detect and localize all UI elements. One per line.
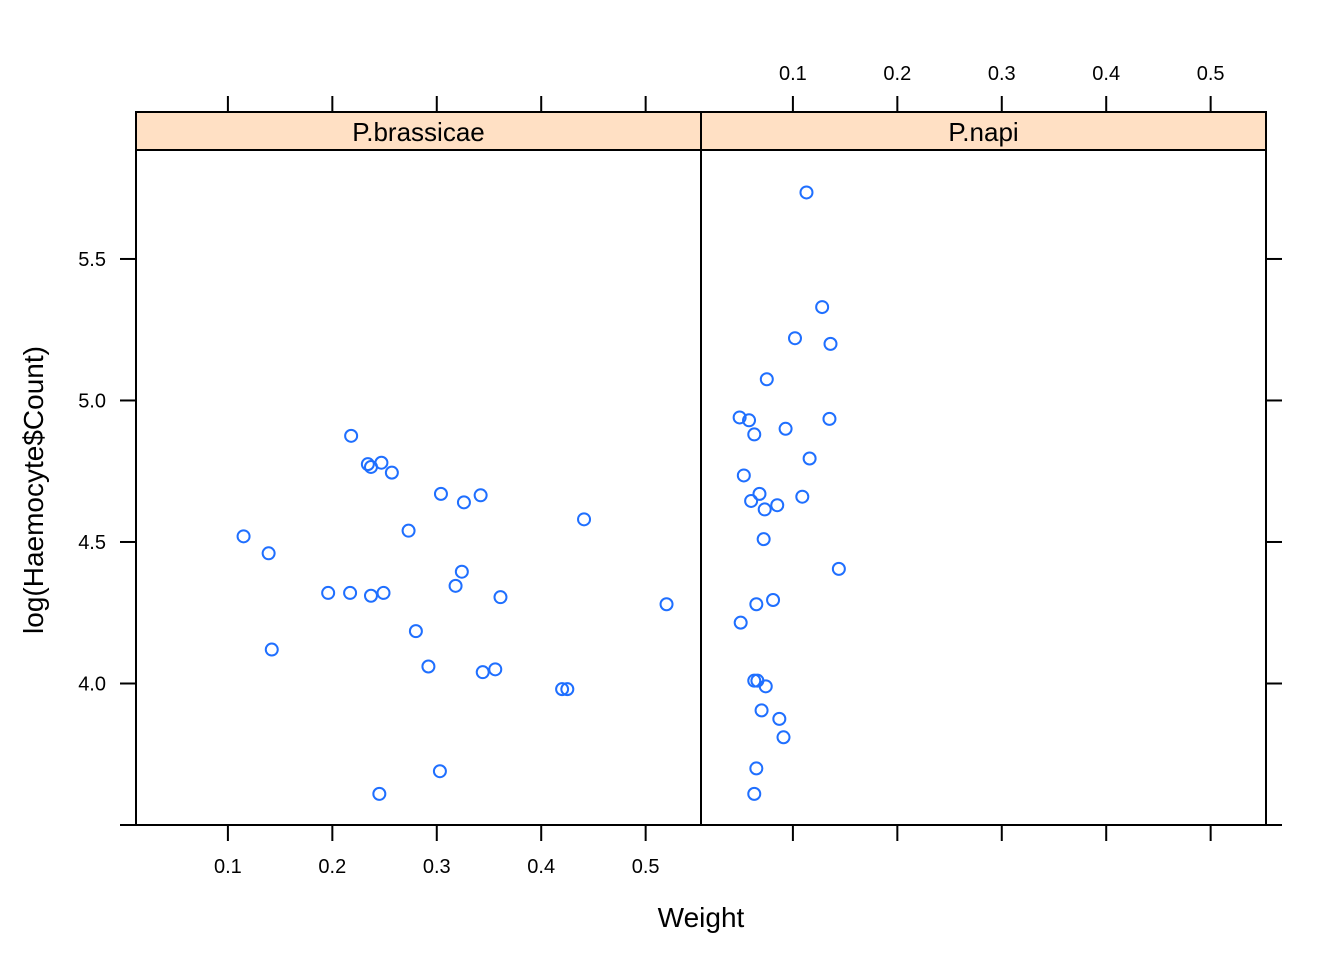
data-point: [343, 585, 358, 600]
data-point: [475, 665, 490, 680]
x-tick-label: 0.5: [632, 856, 660, 878]
data-point: [787, 331, 802, 346]
data-point: [815, 300, 830, 315]
data-point: [448, 578, 463, 593]
data-point: [732, 410, 747, 425]
x-tick-label: 0.4: [1092, 63, 1120, 85]
data-point: [261, 546, 276, 561]
x-tick-label: 0.5: [1197, 63, 1225, 85]
data-point: [795, 489, 810, 504]
data-point: [321, 585, 336, 600]
data-point: [747, 786, 762, 801]
data-point: [799, 185, 814, 200]
strip-background: [135, 111, 702, 151]
data-point: [772, 711, 787, 726]
data-point: [236, 529, 251, 544]
data-point: [421, 659, 436, 674]
x-axis-bottom: 0.1 0.2 0.3 0.4 0.5: [214, 825, 1212, 878]
panel-frame: [700, 149, 1267, 826]
panel-p-brassicae: P.brassicae: [135, 111, 702, 826]
strip-label: P.napi: [948, 117, 1018, 147]
data-point: [752, 486, 767, 501]
x-tick-label: 0.1: [214, 856, 242, 878]
data-point: [659, 597, 674, 612]
strip-label: P.brassicae: [352, 117, 485, 147]
data-point: [372, 786, 387, 801]
panels-layer: P.brassicae P.napi: [135, 111, 1267, 826]
data-point: [433, 486, 448, 501]
data-point: [766, 593, 781, 607]
y-axis-left: 4.0 4.5 5.0 5.5: [78, 249, 136, 826]
data-point: [733, 615, 748, 630]
data-point: [770, 498, 785, 513]
y-axis-right: [1266, 257, 1282, 826]
data-point: [749, 597, 764, 612]
data-point: [376, 585, 391, 600]
panel-p-napi: P.napi: [700, 111, 1267, 826]
x-tick-label: 0.2: [883, 63, 911, 85]
x-tick-label: 0.2: [318, 856, 346, 878]
x-axis-top: 0.1 0.2 0.3 0.4 0.5: [226, 63, 1225, 112]
data-point: [778, 421, 793, 436]
data-point: [758, 679, 773, 694]
data-point: [264, 642, 279, 657]
data-point: [759, 372, 774, 387]
data-point: [736, 468, 751, 483]
data-point: [802, 451, 817, 466]
y-tick-label: 5.5: [78, 249, 106, 271]
y-axis-title: log(Haemocyte$Count): [18, 346, 49, 634]
y-tick-label: 5.0: [78, 390, 106, 412]
data-point: [744, 493, 759, 508]
data-point: [747, 427, 762, 442]
data-point: [473, 488, 488, 503]
data-point: [822, 411, 837, 426]
data-point: [408, 624, 423, 639]
data-point: [756, 532, 771, 547]
data-point: [749, 761, 764, 776]
data-point: [384, 465, 399, 480]
x-axis-title: Weight: [658, 902, 745, 933]
data-point: [456, 495, 471, 510]
x-tick-label: 0.3: [423, 856, 451, 878]
data-point: [555, 682, 570, 697]
x-tick-label: 0.3: [988, 63, 1016, 85]
data-point: [454, 564, 469, 579]
y-tick-label: 4.0: [78, 673, 106, 695]
data-point: [344, 428, 359, 443]
data-point: [432, 764, 447, 779]
data-point: [374, 455, 389, 470]
data-point: [742, 413, 757, 428]
data-point: [757, 502, 772, 517]
data-point: [776, 730, 791, 745]
panel-frame: [135, 149, 702, 826]
data-point: [577, 512, 592, 527]
x-tick-label: 0.1: [779, 63, 807, 85]
data-point: [363, 588, 378, 603]
data-point: [493, 590, 508, 605]
data-point: [823, 336, 838, 351]
x-tick-label: 0.4: [527, 856, 555, 878]
data-point: [488, 662, 503, 677]
data-point: [401, 523, 416, 538]
data-point: [560, 682, 575, 697]
data-point: [831, 561, 846, 576]
y-tick-label: 4.5: [78, 532, 106, 554]
data-point: [360, 457, 375, 472]
data-point: [754, 703, 769, 718]
